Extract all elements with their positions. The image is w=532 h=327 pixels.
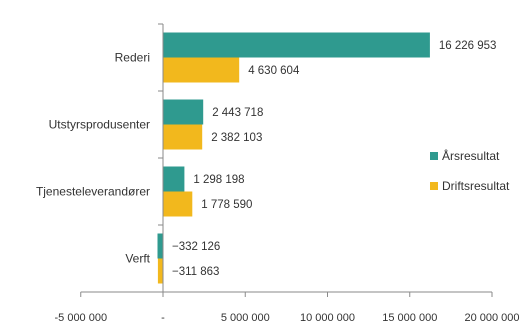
bar-tjenesteleverandører-arsresultat (163, 166, 185, 192)
data-label: 2 443 718 (212, 107, 263, 119)
legend-label: Årsresultat (442, 148, 500, 163)
data-label: 16 226 953 (439, 40, 497, 52)
data-label: 2 382 103 (211, 132, 262, 144)
data-labels: 16 226 953 4 630 604 2 443 718 2 382 103 1 2… (172, 40, 496, 278)
category-axis: Rederi Utstyrsprodusenter Tjenesteleverand… (36, 23, 164, 293)
legend-swatch (430, 152, 438, 160)
category-label: Verft (125, 252, 150, 266)
bar-tjenesteleverandører-driftsresultat (163, 191, 193, 217)
data-label: 1 298 198 (193, 174, 244, 186)
tick-label: 10 000 000 (300, 312, 355, 324)
bar-rederi-driftsresultat (163, 57, 240, 83)
legend-swatch (430, 182, 438, 190)
value-axis: -5 000 000-5 000 000 10 000 000 15 000 000… (54, 291, 520, 324)
bar-rederi-arsresultat (163, 32, 430, 58)
data-label: −311 863 (172, 266, 219, 278)
tick-label: 5 000 000 (221, 312, 270, 324)
category-label: Tjenesteleverandører (36, 185, 150, 199)
legend-label: Driftsresultat (442, 179, 510, 193)
data-label: 1 778 590 (201, 199, 252, 211)
bar-verft-driftsresultat (157, 258, 163, 284)
tick-label: 20 000 000 (464, 312, 519, 324)
bar-utstyrsprodusenter-arsresultat (163, 99, 204, 125)
category-label: Utstyrsprodusenter (49, 118, 150, 132)
data-label: 4 630 604 (248, 65, 300, 77)
tick-label: - (161, 312, 165, 324)
bar-verft-arsresultat (157, 233, 163, 259)
data-label: −332 126 (172, 241, 220, 253)
category-label: Rederi (115, 51, 150, 65)
bars-layer (157, 32, 430, 284)
legend: Årsresultat Driftsresultat (430, 148, 510, 193)
tick-label: -5 000 000 (54, 312, 107, 324)
tick-label: 15 000 000 (382, 312, 437, 324)
bar-utstyrsprodusenter-driftsresultat (163, 124, 203, 150)
